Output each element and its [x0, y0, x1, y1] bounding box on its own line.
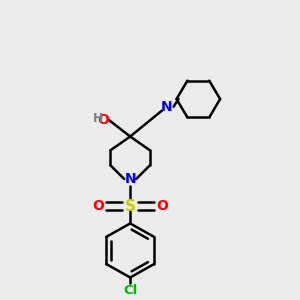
Text: O: O — [156, 199, 168, 213]
Text: N: N — [124, 172, 136, 186]
Text: O: O — [97, 113, 109, 127]
Text: N: N — [161, 100, 172, 114]
Text: O: O — [92, 199, 104, 213]
Text: S: S — [125, 199, 136, 214]
Text: H: H — [93, 112, 103, 125]
Text: Cl: Cl — [123, 284, 137, 297]
